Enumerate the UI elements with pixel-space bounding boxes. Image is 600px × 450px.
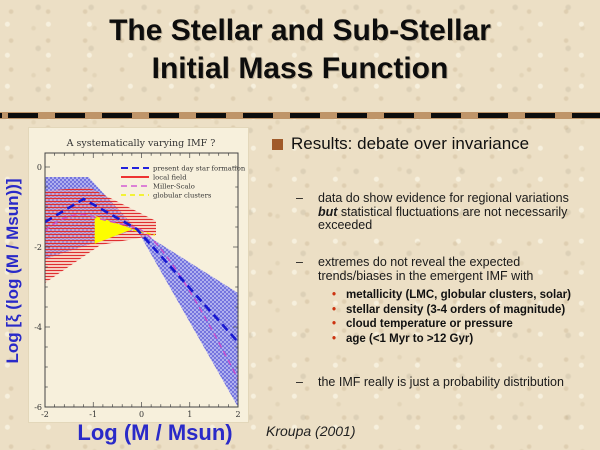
x-tick-label: 0: [139, 410, 144, 419]
y-tick-label: -6: [34, 403, 42, 412]
blue-band-right-fan: [136, 229, 238, 407]
dot-bullet-icon: •: [332, 303, 337, 316]
slide-title-line1: The Stellar and Sub-Stellar: [109, 14, 491, 47]
plot-legend: present day star formation local field M…: [121, 165, 246, 200]
yellow-arrow: [94, 215, 133, 244]
dot-bullet-icon: •: [332, 332, 337, 345]
sub-bullet-3-text: the IMF really is just a probability dis…: [318, 375, 564, 389]
sub-bullet-2: – extremes do not reveal the expected tr…: [296, 255, 584, 283]
red-list-item: • metallicity (LMC, globular clusters, s…: [332, 288, 594, 303]
imf-plot-figure: A systematically varying IMF ? present d…: [28, 127, 249, 423]
red-item-text: cloud temperature or pressure: [346, 318, 513, 330]
legend-label-local-field: local field: [153, 174, 187, 182]
red-list-item: • stellar density (3-4 orders of magnitu…: [332, 303, 594, 318]
legend-label-present-day: present day star formation: [153, 165, 246, 173]
sub-bullet-2-text: extremes do not reveal the expected tren…: [318, 255, 534, 283]
dash-bullet-icon: –: [296, 191, 303, 205]
x-tick-label: -1: [89, 410, 97, 419]
plot-title: A systematically varying IMF ?: [66, 138, 216, 149]
y-tick-label: 0: [37, 163, 42, 172]
slide-title-line2: Initial Mass Function: [151, 52, 449, 85]
legend-label-globular-clusters: globular clusters: [153, 192, 212, 200]
red-list-item: • age (<1 Myr to >12 Gyr): [332, 332, 594, 347]
dash-bullet-icon: –: [296, 255, 303, 269]
y-tick-label: -4: [34, 323, 42, 332]
plot-ticks: [44, 153, 239, 408]
red-item-text: stellar density (3-4 orders of magnitude…: [346, 303, 566, 316]
title-divider: [0, 112, 600, 119]
legend-label-miller-scalo: Miller-Scalo: [153, 183, 195, 191]
x-tick-label: 2: [235, 410, 240, 419]
heading-text: Results: debate over invariance: [291, 134, 530, 153]
imf-plot-canvas: A systematically varying IMF ? present d…: [34, 138, 246, 419]
x-tick-label: 1: [187, 410, 192, 419]
x-tick-label: -2: [41, 410, 49, 419]
sub1-bold: but: [318, 204, 338, 219]
sub-bullet-3: – the IMF really is just a probability d…: [296, 375, 596, 390]
red-bullet-list: • metallicity (LMC, globular clusters, s…: [332, 288, 594, 346]
plot-bands: [45, 177, 238, 407]
slide-title: The Stellar and Sub-Stellar Initial Mass…: [0, 12, 600, 88]
dot-bullet-icon: •: [332, 318, 337, 330]
bullet-heading-row: Results: debate over invariance: [270, 134, 590, 154]
sub-bullet-1-text: data do show evidence for regional varia…: [318, 191, 582, 233]
sub-bullet-1: – data do show evidence for regional var…: [296, 191, 584, 233]
square-bullet-icon: [272, 139, 283, 150]
dash-bullet-icon: –: [296, 375, 303, 389]
y-tick-label: -2: [34, 243, 42, 252]
miller-scalo-line: [45, 213, 238, 380]
citation-text: Kroupa (2001): [266, 423, 356, 439]
red-item-text: metallicity (LMC, globular clusters, sol…: [346, 289, 571, 301]
red-item-text: age (<1 Myr to >12 Gyr): [346, 332, 474, 345]
sub1-post: statistical fluctuations are not necessa…: [318, 204, 568, 232]
dot-bullet-icon: •: [332, 289, 337, 301]
plot-tick-labels: -2 -1 0 1 2 0 -2 -4 -6: [34, 163, 240, 419]
plot-ylabel: Log [ξ (log (M / Msun))]: [3, 178, 22, 364]
sub1-pre: data do show evidence for regional varia…: [318, 191, 569, 205]
title-divider-dashes: [0, 113, 600, 118]
red-list-item: • cloud temperature or pressure: [332, 317, 594, 332]
plot-xlabel: Log (M / Msun): [77, 420, 233, 445]
